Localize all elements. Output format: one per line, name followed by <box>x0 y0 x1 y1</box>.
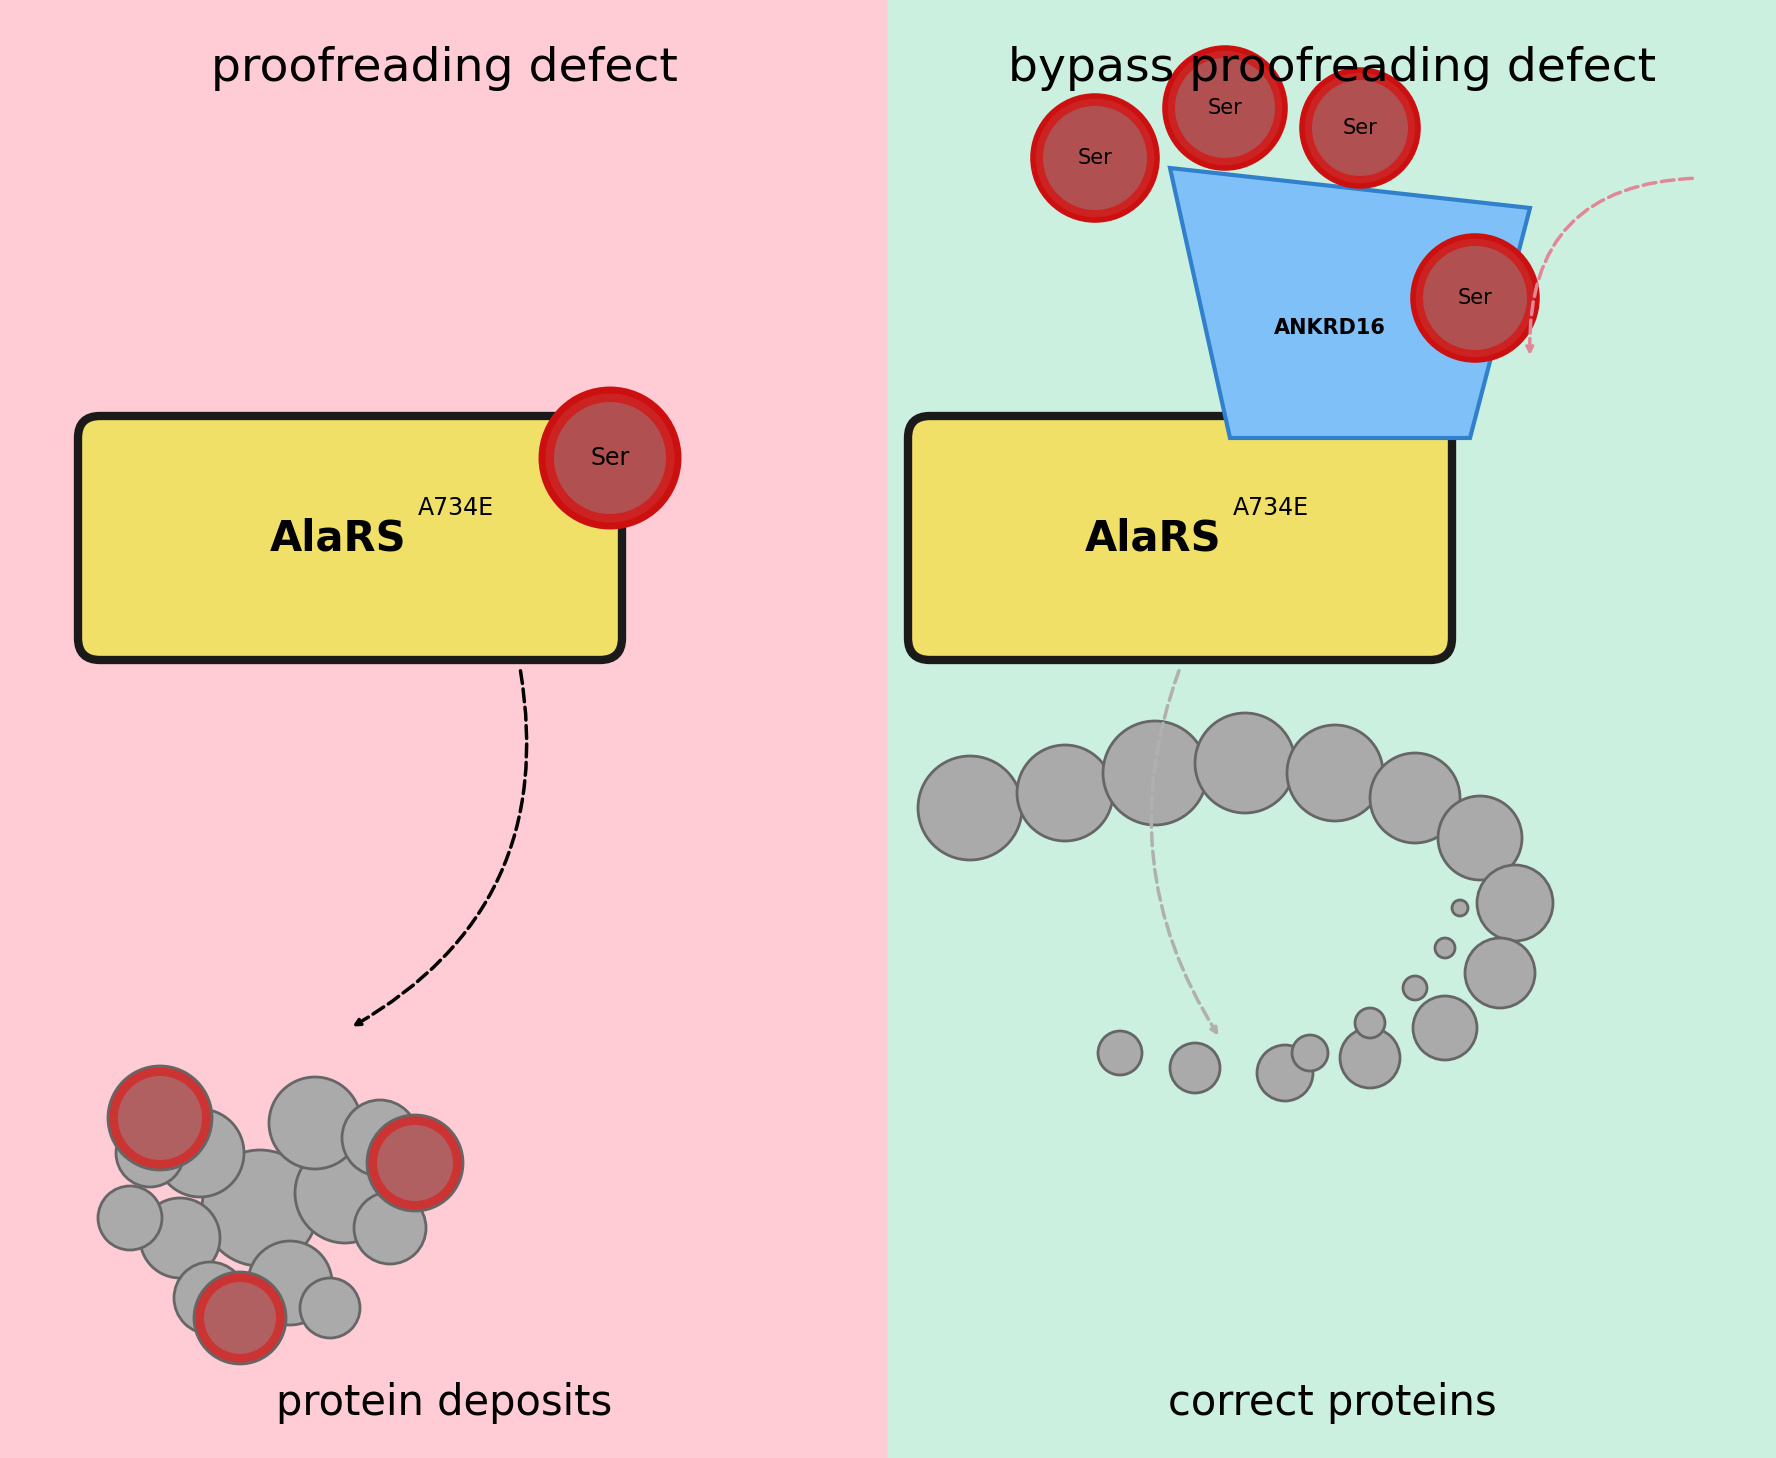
Text: Ser: Ser <box>1208 98 1243 118</box>
Circle shape <box>1312 80 1408 176</box>
Circle shape <box>1165 48 1286 168</box>
Circle shape <box>1414 996 1478 1060</box>
Text: Ser: Ser <box>1078 149 1112 168</box>
Circle shape <box>300 1279 361 1338</box>
Text: AlaRS: AlaRS <box>1085 518 1222 558</box>
Circle shape <box>174 1263 247 1334</box>
Text: proofreading defect: proofreading defect <box>211 45 677 90</box>
Text: bypass proofreading defect: bypass proofreading defect <box>1009 45 1655 90</box>
Circle shape <box>343 1099 417 1177</box>
Text: Ser: Ser <box>590 446 630 469</box>
Text: AlaRS: AlaRS <box>270 518 407 558</box>
Circle shape <box>1341 1028 1399 1088</box>
Circle shape <box>268 1077 361 1169</box>
Circle shape <box>1423 246 1527 350</box>
Circle shape <box>1043 106 1147 210</box>
Circle shape <box>1288 725 1384 821</box>
Circle shape <box>918 757 1021 860</box>
Text: correct proteins: correct proteins <box>1167 1382 1497 1424</box>
Circle shape <box>156 1110 243 1197</box>
Circle shape <box>295 1143 394 1244</box>
Text: A734E: A734E <box>1233 496 1309 521</box>
Circle shape <box>1018 745 1114 841</box>
Circle shape <box>194 1271 286 1365</box>
Circle shape <box>1176 58 1275 157</box>
Circle shape <box>1369 752 1460 843</box>
FancyBboxPatch shape <box>908 416 1453 660</box>
Circle shape <box>98 1185 162 1250</box>
Circle shape <box>1170 1042 1220 1094</box>
Circle shape <box>249 1241 332 1325</box>
Circle shape <box>1403 975 1426 1000</box>
Circle shape <box>1098 1031 1142 1075</box>
Circle shape <box>1302 70 1417 187</box>
Circle shape <box>554 402 666 515</box>
Circle shape <box>108 1066 211 1169</box>
Circle shape <box>1465 937 1534 1007</box>
Text: A734E: A734E <box>417 496 494 521</box>
Circle shape <box>1355 1007 1385 1038</box>
Circle shape <box>377 1126 453 1201</box>
Circle shape <box>1195 713 1295 814</box>
Circle shape <box>117 1076 202 1161</box>
Circle shape <box>1034 96 1156 220</box>
Circle shape <box>1439 796 1522 881</box>
Circle shape <box>1453 900 1469 916</box>
Circle shape <box>140 1198 220 1279</box>
Circle shape <box>1435 937 1455 958</box>
Circle shape <box>368 1115 464 1212</box>
Circle shape <box>353 1193 426 1264</box>
Text: ANKRD16: ANKRD16 <box>1273 318 1385 338</box>
Text: protein deposits: protein deposits <box>275 1382 613 1424</box>
Bar <box>0 0 888 1458</box>
Polygon shape <box>1170 168 1529 437</box>
Circle shape <box>202 1150 318 1266</box>
Text: Ser: Ser <box>1343 118 1378 139</box>
FancyBboxPatch shape <box>78 416 622 660</box>
Circle shape <box>1257 1045 1312 1101</box>
Bar <box>888 0 1776 1458</box>
Circle shape <box>204 1282 275 1354</box>
Circle shape <box>1291 1035 1328 1072</box>
Text: Ser: Ser <box>1458 289 1492 308</box>
Circle shape <box>542 389 678 526</box>
Circle shape <box>1103 722 1208 825</box>
Circle shape <box>1478 865 1552 940</box>
Circle shape <box>115 1118 185 1187</box>
Circle shape <box>1414 236 1536 360</box>
